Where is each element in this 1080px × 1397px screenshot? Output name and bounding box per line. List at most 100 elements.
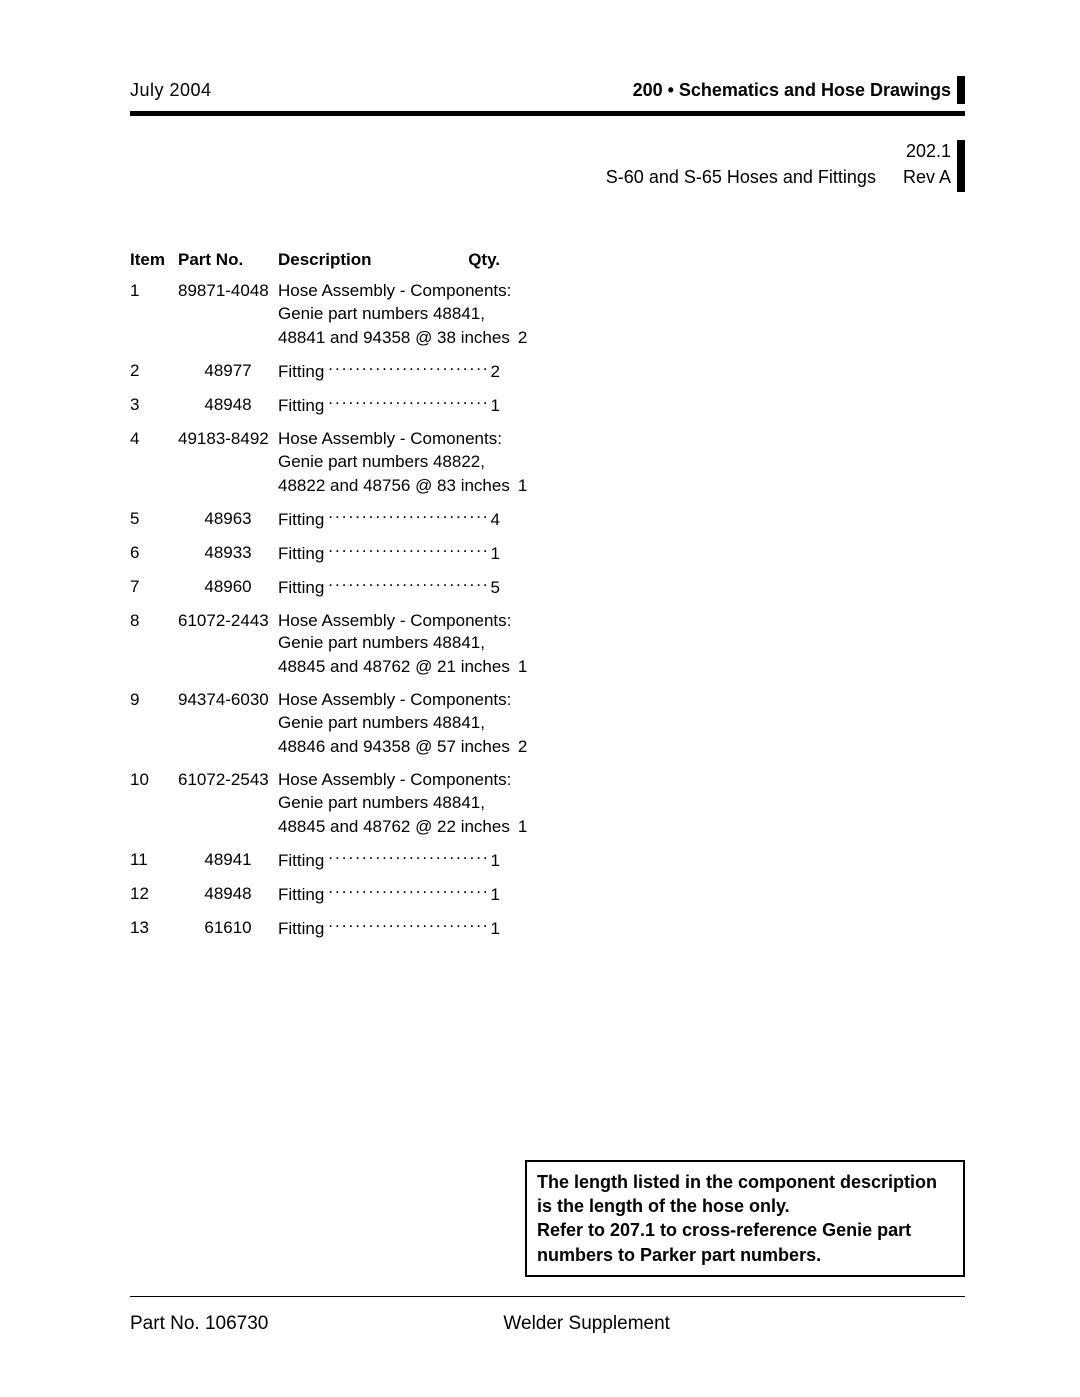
cell-item: 13 — [130, 917, 178, 940]
description-leader: 48845 and 48762 @ 22 inches 1 — [278, 815, 527, 839]
description-line: Genie part numbers 48841, — [278, 792, 527, 815]
description-line: Genie part numbers 48841, — [278, 303, 527, 326]
th-desc: Description — [278, 250, 455, 270]
description-last: Fitting — [278, 543, 324, 566]
note-line: Refer to 207.1 to cross-reference Genie … — [537, 1218, 953, 1242]
page-header: July 2004 200 • Schematics and Hose Draw… — [130, 80, 965, 101]
description-last: 48822 and 48756 @ 83 inches — [278, 475, 510, 498]
leader-dots — [328, 917, 486, 934]
cell-qty: 2 — [518, 736, 527, 759]
cell-qty: 1 — [518, 816, 527, 839]
table-row: 994374-6030Hose Assembly - Components:Ge… — [130, 689, 500, 759]
leader-dots — [328, 394, 486, 411]
table-header: Item Part No. Description Qty. — [130, 250, 500, 270]
cell-item: 2 — [130, 360, 178, 383]
cell-qty: 2 — [491, 361, 500, 384]
header-rule — [130, 111, 965, 116]
th-item: Item — [130, 250, 178, 270]
description-line: Hose Assembly - Components: — [278, 610, 527, 633]
cell-description: Fitting1 — [278, 542, 500, 566]
cell-qty: 1 — [518, 656, 527, 679]
cell-qty: 1 — [491, 884, 500, 907]
parts-table: Item Part No. Description Qty. 189871-40… — [130, 250, 500, 941]
cell-item: 7 — [130, 576, 178, 599]
cell-description: Hose Assembly - Comonents:Genie part num… — [278, 428, 527, 498]
description-line: Genie part numbers 48822, — [278, 451, 527, 474]
cell-item: 5 — [130, 508, 178, 531]
cell-description: Hose Assembly - Components:Genie part nu… — [278, 769, 527, 839]
table-row: 861072-2443Hose Assembly - Components:Ge… — [130, 610, 500, 680]
table-row: 1361610Fitting1 — [130, 917, 500, 941]
cell-qty: 1 — [491, 395, 500, 418]
description-leader: Fitting1 — [278, 849, 500, 873]
leader-dots — [328, 360, 486, 377]
cell-item: 9 — [130, 689, 178, 712]
cell-qty: 1 — [518, 475, 527, 498]
note-line: numbers to Parker part numbers. — [537, 1243, 953, 1267]
table-body: 189871-4048Hose Assembly - Components:Ge… — [130, 280, 500, 941]
cell-partno: 61072-2443 — [178, 610, 278, 633]
table-row: 1061072-2543Hose Assembly - Components:G… — [130, 769, 500, 839]
subheader-title: S-60 and S-65 Hoses and Fittings — [606, 164, 876, 190]
description-last: Fitting — [278, 918, 324, 941]
cell-description: Fitting 1 — [278, 883, 500, 907]
table-row: 248977Fitting2 — [130, 360, 500, 384]
description-leader: 48841 and 94358 @ 38 inches2 — [278, 326, 527, 350]
cell-partno: 48948 — [178, 883, 278, 906]
cell-partno: 61610 — [178, 917, 278, 940]
description-leader: 48845 and 48762 @ 21 inches 1 — [278, 655, 527, 679]
cell-description: Fitting2 — [278, 360, 500, 384]
table-row: 548963Fitting 4 — [130, 508, 500, 532]
footer-rule — [130, 1296, 965, 1297]
description-line: Hose Assembly - Comonents: — [278, 428, 527, 451]
description-leader: Fitting 5 — [278, 576, 500, 600]
table-row: 748960Fitting5 — [130, 576, 500, 600]
note-line: is the length of the hose only. — [537, 1194, 953, 1218]
cell-item: 1 — [130, 280, 178, 303]
leader-dots — [328, 849, 486, 866]
description-line: Genie part numbers 48841, — [278, 712, 527, 735]
description-leader: 48822 and 48756 @ 83 inches 1 — [278, 474, 527, 498]
cell-qty: 4 — [491, 509, 500, 532]
description-leader: Fitting2 — [278, 360, 500, 384]
cell-partno: 94374-6030 — [178, 689, 278, 712]
note-box: The length listed in the component descr… — [525, 1160, 965, 1277]
cell-partno: 48977 — [178, 360, 278, 383]
description-line: Hose Assembly - Components: — [278, 280, 527, 303]
description-last: 48841 and 94358 @ 38 inches — [278, 327, 510, 350]
subheader: 202.1 S-60 and S-65 Hoses and Fittings R… — [130, 138, 965, 190]
cell-partno: 89871-4048 — [178, 280, 278, 303]
cell-description: Hose Assembly - Components:Genie part nu… — [278, 280, 527, 350]
cell-item: 3 — [130, 394, 178, 417]
cell-partno: 61072-2543 — [178, 769, 278, 792]
table-row: 449183-8492Hose Assembly - Comonents:Gen… — [130, 428, 500, 498]
description-leader: Fitting1 — [278, 542, 500, 566]
table-row: 1148941Fitting1 — [130, 849, 500, 873]
description-leader: Fitting1 — [278, 394, 500, 418]
cell-item: 11 — [130, 849, 178, 872]
subheader-rev: Rev A — [903, 164, 951, 190]
note-line: The length listed in the component descr… — [537, 1170, 953, 1194]
description-line: Hose Assembly - Components: — [278, 689, 527, 712]
leader-dots — [328, 508, 486, 525]
description-last: Fitting — [278, 577, 324, 600]
page: July 2004 200 • Schematics and Hose Draw… — [0, 0, 1080, 1397]
header-section: 200 • Schematics and Hose Drawings — [633, 80, 965, 101]
cell-item: 6 — [130, 542, 178, 565]
cell-description: Hose Assembly - Components:Genie part nu… — [278, 610, 527, 680]
description-leader: 48846 and 94358 @ 57 inches2 — [278, 735, 527, 759]
description-last: 48845 and 48762 @ 22 inches — [278, 816, 510, 839]
table-row: 648933Fitting1 — [130, 542, 500, 566]
description-last: Fitting — [278, 509, 324, 532]
cell-description: Fitting1 — [278, 917, 500, 941]
cell-partno: 48963 — [178, 508, 278, 531]
th-part: Part No. — [178, 250, 278, 270]
description-last: Fitting — [278, 884, 324, 907]
table-row: 1248948Fitting1 — [130, 883, 500, 907]
cell-partno: 48948 — [178, 394, 278, 417]
footer: Part No. 106730 Welder Supplement — [130, 1313, 965, 1335]
cell-partno: 49183-8492 — [178, 428, 278, 451]
cell-qty: 5 — [491, 577, 500, 600]
table-row: 348948Fitting1 — [130, 394, 500, 418]
description-last: 48845 and 48762 @ 21 inches — [278, 656, 510, 679]
